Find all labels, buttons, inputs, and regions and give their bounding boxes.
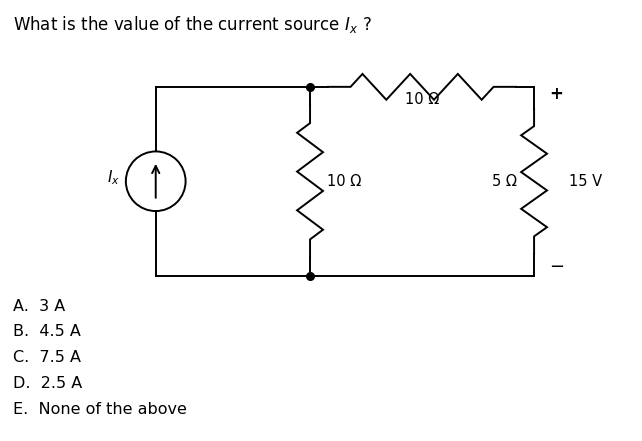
Text: A.  3 A: A. 3 A xyxy=(13,299,65,314)
Text: 5 Ω: 5 Ω xyxy=(492,174,517,189)
Text: D.  2.5 A: D. 2.5 A xyxy=(13,376,83,391)
Text: E.  None of the above: E. None of the above xyxy=(13,402,187,417)
Text: 10 Ω: 10 Ω xyxy=(327,174,361,189)
Text: −: − xyxy=(549,258,564,276)
Text: What is the value of the current source $I_x$ ?: What is the value of the current source … xyxy=(13,14,372,35)
Text: +: + xyxy=(549,85,563,103)
Text: C.  7.5 A: C. 7.5 A xyxy=(13,350,82,365)
Text: $I_x$: $I_x$ xyxy=(107,168,120,187)
Text: B.  4.5 A: B. 4.5 A xyxy=(13,324,81,339)
Text: 10 Ω: 10 Ω xyxy=(405,92,439,107)
Text: 15 V: 15 V xyxy=(569,174,602,189)
